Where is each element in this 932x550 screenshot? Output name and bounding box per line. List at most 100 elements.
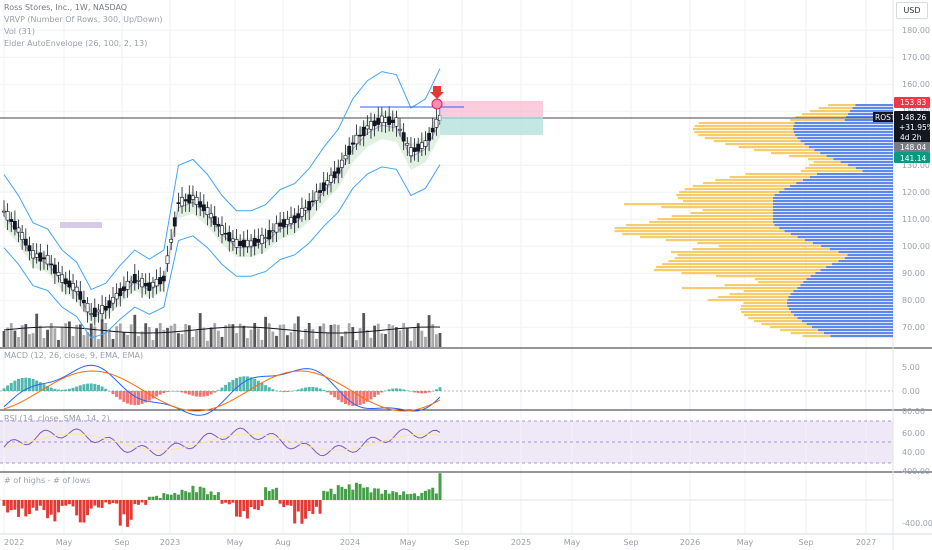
candle-body (82, 299, 86, 304)
profile-row-up (838, 251, 893, 254)
macd-label[interactable]: MACD (12, 26, close, 9, EMA, EMA) (4, 351, 144, 360)
hl-bar (402, 491, 406, 500)
profile-row-up (820, 269, 893, 272)
volume-bar (173, 323, 177, 347)
currency-button[interactable]: USD (896, 2, 928, 19)
price-pane[interactable] (0, 68, 893, 339)
volume-bar (318, 326, 322, 347)
macd-histogram-bar (2, 388, 6, 391)
profile-row-down (684, 188, 785, 191)
macd-histogram-bar (242, 376, 246, 391)
volume-bar (97, 339, 100, 347)
rsi-pane[interactable] (0, 420, 893, 464)
macd-pane[interactable] (0, 364, 893, 416)
indicator-envelope-label[interactable]: Elder AutoEnvelope (26, 100, 2, 13) (4, 39, 148, 48)
candle-body (34, 253, 39, 258)
macd-tick-label: 5.00 (902, 363, 920, 372)
hl-bar (249, 500, 253, 508)
macd-histogram-bar (89, 383, 93, 391)
profile-row-down (808, 158, 834, 161)
rsi-tick-label: 60.00 (902, 429, 925, 438)
macd-histogram-bar (184, 391, 188, 394)
macd-histogram-bar (187, 391, 191, 395)
hl-bar (260, 500, 264, 506)
hl-bar (24, 500, 28, 517)
rsi-label[interactable]: RSI (14, close, SMA, 14, 2) (4, 414, 110, 423)
hl-bar (209, 491, 213, 500)
hl-bar (238, 500, 242, 517)
profile-row-down (704, 137, 798, 140)
volume-bar (6, 327, 10, 347)
candle-body (96, 309, 101, 313)
candle-body (136, 280, 141, 282)
candle-body (74, 286, 79, 292)
profile-row-up (788, 308, 893, 311)
volume-bar (224, 325, 228, 347)
macd-histogram-bar (195, 391, 199, 397)
profile-row-up (814, 149, 893, 152)
hl-bar (169, 494, 173, 500)
candle-body (158, 277, 163, 285)
candle-body (365, 125, 370, 130)
volume-bar (216, 330, 220, 347)
candle-body (187, 194, 192, 204)
volume-bar (420, 330, 424, 347)
hl-bar (126, 500, 130, 527)
macd-histogram-bar (96, 384, 100, 391)
macd-histogram-bar (49, 387, 53, 391)
profile-row-down (715, 275, 811, 278)
candle-body (169, 239, 174, 243)
volume-bar (46, 329, 49, 347)
highs-lows-pane[interactable] (0, 473, 893, 527)
profile-row-down (702, 209, 773, 212)
profile-row-up (793, 314, 893, 317)
hl-bar (176, 494, 180, 500)
time-axis[interactable]: 2022 May Sep 2023 May Aug 2024 May Sep 2025 May Sep… (4, 538, 876, 547)
macd-histogram-bar (336, 391, 340, 400)
profile-row-up (806, 323, 893, 326)
indicator-vrvp-label[interactable]: VRVP (Number Of Rows, 300, Up/Down) (4, 15, 163, 24)
volume-bar (191, 337, 195, 347)
profile-row-up (773, 212, 893, 215)
candle-body (343, 155, 348, 160)
macd-histogram-bar (20, 377, 24, 391)
macd-histogram-bar (60, 389, 64, 391)
macd-histogram-bar (209, 391, 213, 395)
candle-body (147, 282, 152, 291)
hl-bar (311, 500, 315, 514)
volume-bar (231, 324, 235, 347)
hl-bar (427, 489, 431, 500)
profile-row-up (823, 332, 893, 335)
volume-bar (140, 331, 144, 347)
profile-row-down (682, 287, 798, 290)
macd-histogram-bar (224, 384, 228, 391)
volume-bar (202, 327, 206, 347)
macd-histogram-bar (46, 386, 50, 391)
candle-body (92, 307, 97, 317)
profile-row-down (740, 308, 789, 311)
macd-histogram-bar (260, 382, 264, 391)
macd-histogram-bar (57, 389, 60, 391)
profile-row-up (788, 296, 893, 299)
hl-bar (20, 500, 24, 509)
price-tick-label: 120.00 (902, 188, 930, 197)
candle-body (339, 159, 344, 168)
hl-bar (122, 500, 126, 515)
profile-row-up (773, 203, 893, 206)
symbol-title[interactable]: Ross Stores, Inc., 1W, NASDAQ (4, 3, 128, 12)
indicator-vol-label[interactable]: Vol (31) (4, 27, 35, 36)
hl-bar (245, 500, 249, 519)
time-tick-label: 2022 (4, 538, 24, 547)
candle-body (154, 279, 159, 287)
volume-bar (416, 323, 420, 347)
candle-body (125, 280, 130, 290)
highs-lows-label[interactable]: # of highs - # of lows (4, 476, 91, 485)
candle-body (347, 145, 352, 155)
profile-row-down (676, 194, 775, 197)
profile-row-up (806, 278, 893, 281)
candle-body (13, 220, 17, 230)
price-tick-label: 180.00 (902, 26, 930, 35)
profile-row-down (795, 116, 847, 119)
